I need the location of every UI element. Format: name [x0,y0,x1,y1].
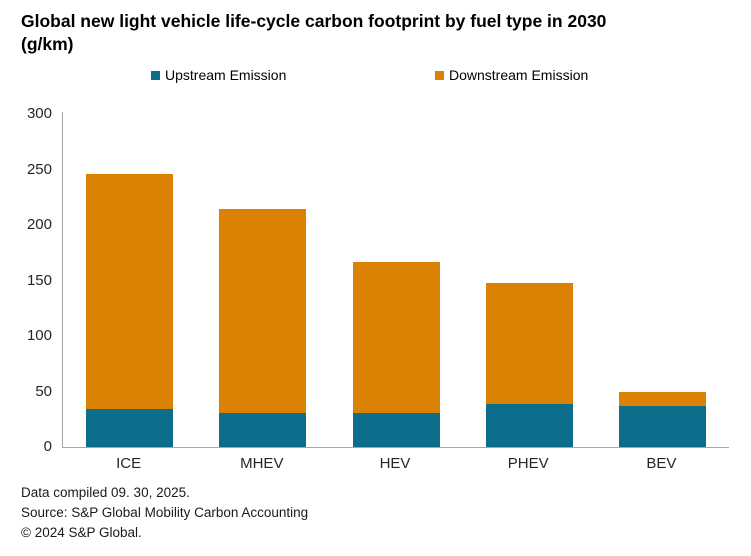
bar-segment-phev-upstream [485,403,573,447]
y-axis-tick-label: 300 [26,105,52,122]
x-axis-category-label-hev: HEV [379,455,411,472]
y-axis-tick-label: 200 [26,216,52,233]
bar-segment-ice-downstream [86,173,174,410]
y-axis-tick-label: 150 [26,271,52,289]
bar-segment-ice-upstream [86,409,174,447]
x-axis-category-label-bev: BEV [646,455,677,472]
bar-segment-hev-upstream [352,412,440,447]
y-axis-tick-label: 250 [26,160,52,178]
x-axis-category-label-mhev: MHEV [240,455,284,472]
bar-segment-hev-downstream [352,261,440,413]
chart-title-line1: Global new light vehicle life-cycle carb… [21,11,607,31]
footer-compiled-line: Data compiled 09. 30, 2025. [21,485,190,500]
y-axis-tick-label: 0 [43,438,52,455]
chart-title-line2: (g/km) [21,34,74,54]
legend-item-downstream: Downstream Emission [435,66,588,84]
y-axis-tick-label: 100 [26,327,52,344]
footer-copyright-line: © 2024 S&P Global. [21,525,142,540]
downstream-swatch-icon [435,70,444,80]
legend-label-upstream: Upstream Emission [165,67,287,83]
x-axis-category-label-phev: PHEV [507,455,549,472]
plot-area [62,112,729,448]
bar-segment-bev-downstream [618,391,706,406]
chart-footer: Data compiled 09. 30, 2025. Source: S&P … [21,483,308,543]
bar-segment-bev-upstream [618,405,706,447]
chart-legend: Upstream Emission Downstream Emission [0,66,751,84]
y-axis-tick-label: 50 [35,382,52,400]
legend-item-upstream: Upstream Emission [151,66,286,84]
bar-segment-phev-downstream [485,282,573,404]
x-axis-category-label-ice: ICE [116,455,142,472]
bar-segment-mhev-upstream [219,412,307,447]
legend-label-downstream: Downstream Emission [449,67,589,83]
upstream-swatch-icon [151,70,160,80]
footer-source-line: Source: S&P Global Mobility Carbon Accou… [21,505,309,520]
chart-title: Global new light vehicle life-cycle carb… [21,10,727,56]
bar-segment-mhev-downstream [219,209,307,413]
